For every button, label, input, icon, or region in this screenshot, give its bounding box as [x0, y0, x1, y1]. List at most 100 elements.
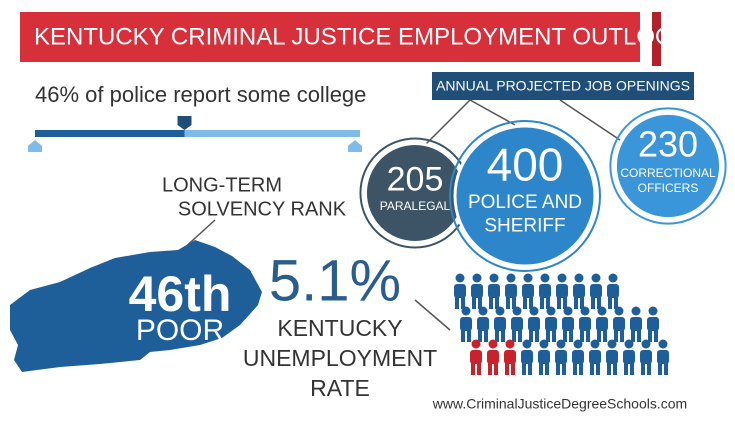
- person-body: [494, 317, 506, 331]
- bar-track: [184, 130, 360, 137]
- person-body: [555, 350, 567, 364]
- header-tab: [652, 12, 661, 66]
- person-leg: [631, 330, 635, 342]
- person-leg: [648, 330, 652, 342]
- person-head: [648, 306, 658, 316]
- bubble-ring: [609, 107, 727, 225]
- person-leg: [557, 297, 561, 309]
- person-leg: [591, 297, 595, 309]
- person-head: [461, 306, 471, 316]
- person-head: [455, 273, 465, 283]
- bar-marker: [177, 116, 192, 130]
- bubble-label: PARALEGAL: [380, 199, 451, 213]
- person-leg: [569, 330, 573, 342]
- person-body: [579, 317, 591, 331]
- person-leg: [614, 297, 618, 309]
- person-head: [557, 273, 567, 283]
- person-leg: [608, 297, 612, 309]
- person-leg: [523, 297, 527, 309]
- bubble-ring: [449, 120, 601, 272]
- person-leg: [505, 363, 509, 375]
- person-leg: [477, 363, 481, 375]
- person-leg: [580, 297, 584, 309]
- person-head: [631, 306, 641, 316]
- person-head: [597, 306, 607, 316]
- unemployment-label: KENTUCKY: [277, 315, 402, 341]
- bar-end-marker: [348, 140, 362, 152]
- person-leg: [664, 363, 668, 375]
- person-leg: [472, 297, 476, 309]
- person-leg: [614, 330, 618, 342]
- people-icons: [454, 273, 669, 375]
- person-body: [539, 284, 551, 298]
- person-leg: [607, 363, 611, 375]
- person-head: [488, 339, 498, 349]
- bubble-label: SHERIFF: [484, 216, 565, 237]
- person-head: [573, 339, 583, 349]
- person-head: [495, 306, 505, 316]
- bubble: [453, 124, 597, 268]
- connector: [419, 99, 471, 151]
- unemployment-value: 5.1%: [269, 248, 401, 313]
- solvency-title: LONG-TERM: [162, 174, 282, 196]
- bubble-value: 205: [387, 160, 444, 198]
- person-body: [538, 350, 550, 364]
- person-body: [573, 284, 585, 298]
- person-body: [596, 317, 608, 331]
- person-leg: [556, 363, 560, 375]
- person-body: [477, 317, 489, 331]
- person-head: [471, 339, 481, 349]
- bar-fill: [35, 130, 185, 137]
- person-head: [574, 273, 584, 283]
- kentucky-map: [10, 240, 262, 372]
- person-head: [658, 339, 668, 349]
- college-label: 46% of police report some college: [35, 82, 366, 107]
- person-head: [614, 306, 624, 316]
- person-leg: [529, 330, 533, 342]
- person-body: [487, 350, 499, 364]
- person-leg: [484, 330, 488, 342]
- person-leg: [620, 330, 624, 342]
- person-head: [523, 273, 533, 283]
- person-leg: [647, 363, 651, 375]
- person-leg: [488, 363, 492, 375]
- person-leg: [580, 330, 584, 342]
- person-leg: [461, 297, 465, 309]
- bubble-label: OFFICERS: [638, 181, 699, 195]
- person-leg: [597, 330, 601, 342]
- footer-url: www.CriminalJusticeDegreeSchools.com: [432, 396, 687, 412]
- solvency-title: SOLVENCY RANK: [178, 198, 347, 220]
- connector-lines: [419, 99, 621, 151]
- solvency-rating: POOR: [136, 314, 224, 347]
- person-head: [607, 339, 617, 349]
- person-head: [540, 273, 550, 283]
- bar-end-marker: [28, 140, 42, 152]
- person-head: [591, 273, 601, 283]
- person-leg: [535, 330, 539, 342]
- bubble: [613, 111, 723, 221]
- person-body: [556, 284, 568, 298]
- person-leg: [467, 330, 471, 342]
- connector: [414, 299, 451, 331]
- person-body: [454, 284, 466, 298]
- person-leg: [630, 363, 634, 375]
- person-body: [505, 284, 517, 298]
- person-head: [506, 273, 516, 283]
- unemployment-label: RATE: [310, 375, 370, 401]
- person-body: [488, 284, 500, 298]
- person-body: [623, 350, 635, 364]
- person-leg: [562, 363, 566, 375]
- person-leg: [529, 297, 533, 309]
- header-bar: [20, 12, 640, 62]
- person-leg: [495, 330, 499, 342]
- person-body: [528, 317, 540, 331]
- person-leg: [506, 297, 510, 309]
- connector: [469, 99, 516, 126]
- person-leg: [545, 363, 549, 375]
- person-body: [630, 317, 642, 331]
- person-leg: [512, 297, 516, 309]
- person-body: [647, 317, 659, 331]
- person-leg: [471, 363, 475, 375]
